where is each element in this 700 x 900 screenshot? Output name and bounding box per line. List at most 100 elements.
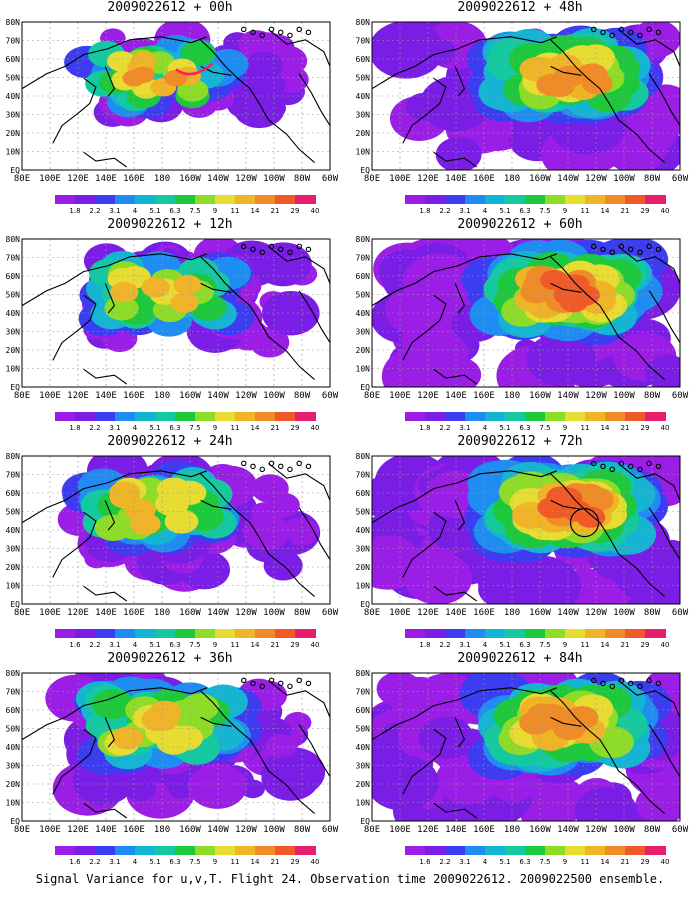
x-tick-label: 160E — [123, 825, 145, 835]
panel-title: 2009022612 + 48h — [457, 0, 583, 15]
x-tick-label: 100W — [263, 174, 285, 184]
y-tick-label: 40N — [356, 92, 371, 101]
y-tick-label: 80N — [356, 18, 371, 27]
x-tick-label: 120W — [585, 608, 607, 618]
x-tick-label: 140W — [557, 391, 579, 401]
x-tick-label: 120E — [67, 825, 89, 835]
plot-frame — [21, 672, 331, 822]
y-tick-label: 10N — [6, 148, 21, 157]
x-tick-label: 80W — [644, 825, 661, 835]
y-tick-label: 30N — [356, 545, 371, 554]
x-tick-label: 140E — [95, 825, 117, 835]
x-tick-label: 160W — [529, 174, 551, 184]
colorbar-label: 7.5 — [539, 641, 551, 649]
y-tick-label: 50N — [356, 725, 371, 734]
signal-variance-field — [22, 673, 330, 821]
x-tick-label: 140W — [207, 608, 229, 618]
x-tick-label: 120E — [417, 174, 439, 184]
colorbar-label: 40 — [310, 858, 320, 866]
x-tick-label: 160E — [473, 391, 495, 401]
x-tick-label: 180 — [504, 391, 520, 401]
x-tick-label: 180 — [154, 608, 170, 618]
x-tick-label: 140W — [207, 391, 229, 401]
colorbar-label: 11 — [230, 424, 240, 432]
x-tick-label: 140W — [207, 174, 229, 184]
colorbar-swatch — [235, 195, 256, 204]
colorbar-swatch — [485, 629, 506, 638]
colorbar-swatch — [115, 629, 136, 638]
colorbar-label: 29 — [290, 641, 300, 649]
colorbar-swatch — [445, 846, 466, 855]
colorbar-label: 4 — [132, 858, 138, 866]
colorbar-swatch — [255, 629, 276, 638]
map-panel-12h: 2009022612 + 12h 80E 100E 120E 140E 160E 180 16… — [0, 217, 340, 432]
coastline — [21, 243, 331, 385]
x-tick-label: 100E — [389, 174, 411, 184]
colorbar-label: 11 — [580, 858, 590, 866]
y-tick-label: 50N — [6, 291, 21, 300]
x-tick-label: 120W — [585, 391, 607, 401]
x-tick-label: 140E — [445, 825, 467, 835]
y-tick-label: 30N — [6, 545, 21, 554]
colorbar: 1.8 2.2 3.1 4 5.1 6.3 7.5 9 11 14 21 29 40 — [55, 412, 319, 440]
y-tick-label: 70N — [6, 37, 21, 46]
signal-variance-field — [22, 456, 330, 604]
x-tick-label: 160W — [529, 608, 551, 618]
y-tick-label: 20N — [356, 563, 371, 572]
x-tick-label: 140W — [207, 825, 229, 835]
x-tick-label: 80E — [364, 825, 380, 835]
plot-frame — [371, 21, 681, 171]
coastline — [21, 460, 331, 602]
colorbar-label: 5.1 — [149, 207, 161, 215]
colorbar-label: 11 — [230, 641, 240, 649]
map-plot: 80E 100E 120E 140E 160E 180 160W 140W 120W 100W 80… — [6, 452, 339, 618]
x-tick-label: 180 — [504, 825, 520, 835]
panel-title: 2009022612 + 12h — [107, 217, 233, 232]
colorbar-swatch — [405, 629, 426, 638]
x-tick-label: 100E — [39, 391, 61, 401]
y-tick-label: 40N — [6, 743, 21, 752]
plot-frame — [21, 21, 331, 171]
map-plot: 80E 100E 120E 140E 160E 180 160W 140W 120W 100W 80… — [356, 235, 689, 401]
x-tick-label: 120E — [67, 608, 89, 618]
map-panel-24h: 2009022612 + 24h 80E 100E 120E 140E 160E 180 16… — [0, 434, 340, 649]
colorbar-label: 4 — [482, 207, 488, 215]
x-tick-label: 180 — [504, 174, 520, 184]
plot-frame — [21, 238, 331, 388]
x-tick-label: 60W — [322, 174, 339, 184]
colorbar-swatch — [175, 846, 196, 855]
colorbar-swatch — [175, 412, 196, 421]
x-tick-label: 80W — [294, 174, 311, 184]
colorbar-label: 3.1 — [109, 858, 121, 866]
y-tick-label: 20N — [6, 563, 21, 572]
colorbar-label: 2.2 — [89, 858, 101, 866]
colorbar-swatch — [195, 846, 216, 855]
x-tick-label: 60W — [322, 391, 339, 401]
colorbar-swatch — [645, 195, 666, 204]
colorbar-label: 29 — [640, 858, 650, 866]
y-tick-label: 40N — [356, 743, 371, 752]
colorbar-swatch — [215, 412, 236, 421]
x-tick-label: 140E — [95, 174, 117, 184]
colorbar-swatch — [75, 195, 96, 204]
colorbar-swatch — [465, 629, 486, 638]
colorbar: 1.8 2.2 3.1 4 5.1 6.3 7.5 9 11 14 21 29 40 — [405, 412, 669, 440]
colorbar-swatch — [585, 846, 606, 855]
y-tick-label: 80N — [356, 669, 371, 678]
colorbar-swatch — [625, 412, 646, 421]
colorbar-label: 11 — [230, 207, 240, 215]
y-tick-label: EQ — [10, 383, 20, 392]
colorbar-label: 14 — [600, 424, 610, 432]
colorbar-swatch — [135, 629, 156, 638]
y-tick-label: 30N — [6, 111, 21, 120]
x-tick-label: 140E — [445, 391, 467, 401]
colorbar-swatch — [75, 846, 96, 855]
colorbar-swatch — [95, 195, 116, 204]
colorbar-swatch — [565, 412, 586, 421]
x-tick-label: 140E — [95, 608, 117, 618]
x-tick-label: 60W — [672, 608, 689, 618]
y-tick-label: 20N — [6, 129, 21, 138]
x-tick-label: 80E — [14, 608, 30, 618]
colorbar-label: 9 — [562, 424, 568, 432]
colorbar-label: 7.5 — [539, 207, 551, 215]
